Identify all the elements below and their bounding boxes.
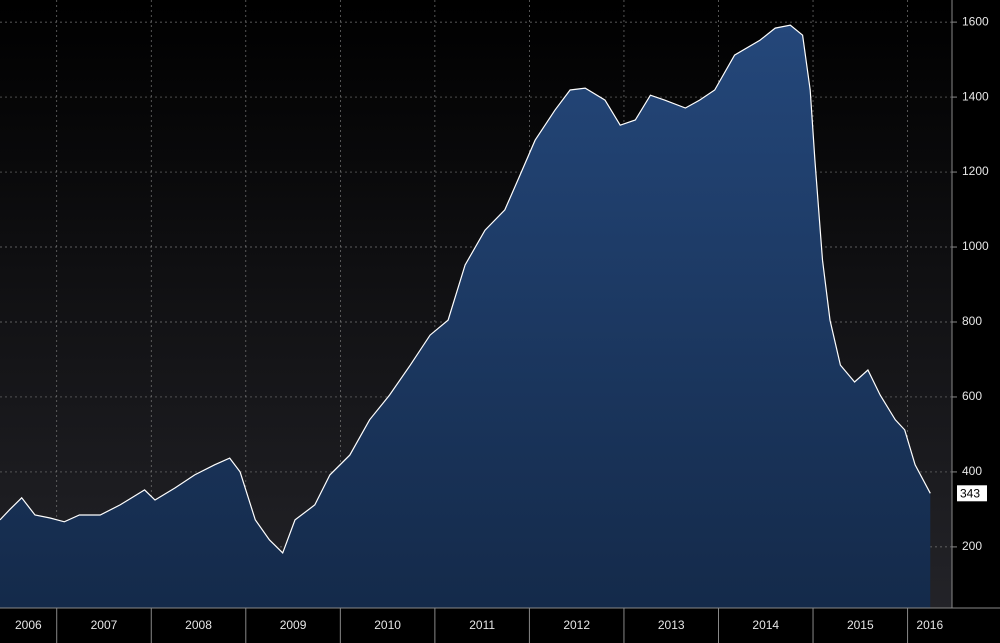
x-tick-label: 2015 <box>847 618 874 632</box>
y-tick-label: 200 <box>962 539 982 553</box>
y-tick-label: 1200 <box>962 164 989 178</box>
last-value-label: 343 <box>960 486 980 500</box>
x-tick-label: 2008 <box>185 618 212 632</box>
x-tick-label: 2009 <box>280 618 307 632</box>
y-tick-label: 600 <box>962 389 982 403</box>
x-tick-label: 2016 <box>916 618 943 632</box>
x-tick-label: 2012 <box>563 618 590 632</box>
x-tick-label: 2014 <box>752 618 779 632</box>
line <box>0 24 931 554</box>
last-value-box <box>957 485 987 502</box>
x-tick-label: 2007 <box>91 618 118 632</box>
y-tick-label: 1400 <box>962 89 989 103</box>
y-tick-label: 1000 <box>962 239 989 253</box>
x-tick-label: 2010 <box>374 618 401 632</box>
y-tick-label: 800 <box>962 314 982 328</box>
x-tick-label: 2006 <box>15 618 42 632</box>
x-tick-label: 2013 <box>658 618 685 632</box>
x-tick-label: 2011 <box>469 618 495 632</box>
y-tick-label: 400 <box>962 464 982 478</box>
y-tick-label: 1600 <box>962 14 989 28</box>
